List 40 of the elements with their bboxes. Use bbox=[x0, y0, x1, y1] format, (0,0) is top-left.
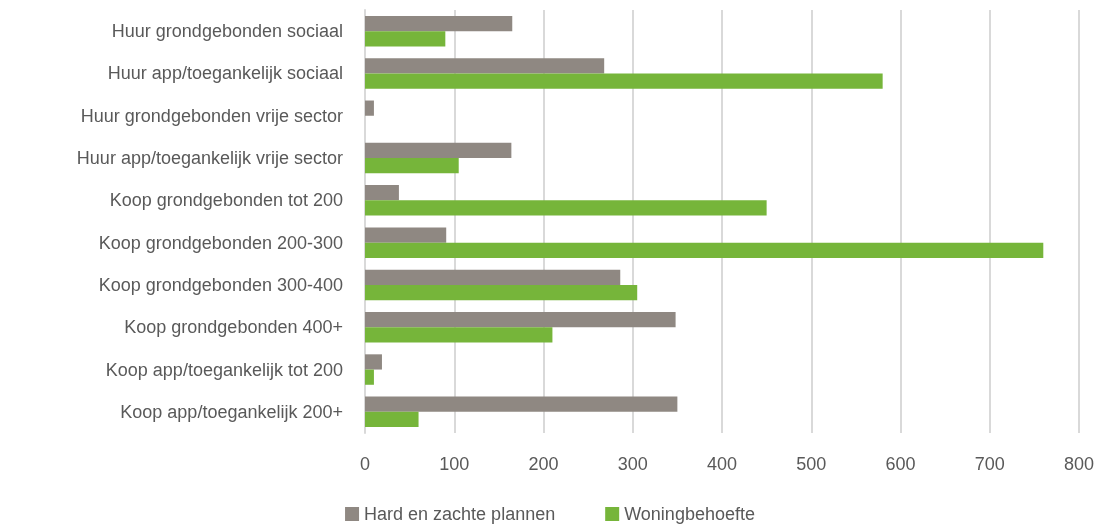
bar bbox=[365, 200, 767, 216]
bar bbox=[365, 411, 419, 428]
bar bbox=[365, 15, 513, 32]
x-tick-label: 200 bbox=[528, 454, 559, 474]
bar bbox=[365, 284, 638, 301]
y-tick-label: Koop app/toegankelijk tot 200 bbox=[105, 359, 343, 380]
bar bbox=[365, 100, 374, 116]
x-tick-label: 400 bbox=[706, 454, 738, 474]
bar bbox=[365, 369, 374, 385]
y-tick-label: Koop grondgebonden tot 200 bbox=[109, 190, 343, 211]
x-tick-label: 600 bbox=[885, 454, 916, 474]
y-tick-label: Huur app/toegankelijk vrije sector bbox=[76, 148, 343, 169]
bar bbox=[365, 158, 459, 174]
y-tick-label: Koop app/toegankelijk 200+ bbox=[120, 401, 343, 422]
legend-label: Woningbehoefte bbox=[624, 504, 755, 524]
bar bbox=[365, 242, 1044, 258]
y-tick-label: Huur grondgebonden vrije sector bbox=[80, 105, 343, 126]
bar bbox=[365, 396, 678, 412]
y-tick-label: Huur grondgebonden sociaal bbox=[111, 21, 343, 42]
bar bbox=[365, 354, 382, 370]
x-tick-label: 800 bbox=[1063, 454, 1095, 474]
x-tick-label: 700 bbox=[974, 454, 1005, 474]
bar bbox=[365, 73, 883, 89]
bar bbox=[365, 327, 553, 343]
bar bbox=[365, 269, 621, 285]
y-tick-label: Koop grondgebonden 300-400 bbox=[98, 274, 343, 295]
x-tick-label: 300 bbox=[617, 454, 648, 474]
bar bbox=[365, 185, 399, 201]
bar bbox=[365, 58, 605, 74]
x-tick-label: 500 bbox=[796, 454, 827, 474]
bar bbox=[365, 227, 447, 243]
y-tick-label: Koop grondgebonden 200-300 bbox=[98, 232, 343, 253]
x-tick-label: 0 bbox=[359, 454, 371, 474]
y-tick-label: Koop grondgebonden 400+ bbox=[124, 317, 343, 338]
y-tick-label: Huur app/toegankelijk sociaal bbox=[107, 63, 343, 84]
bar bbox=[365, 142, 512, 159]
bar bbox=[365, 31, 446, 47]
legend-label: Hard en zachte plannen bbox=[364, 504, 556, 524]
bar bbox=[365, 312, 676, 328]
x-tick-label: 100 bbox=[439, 454, 470, 474]
